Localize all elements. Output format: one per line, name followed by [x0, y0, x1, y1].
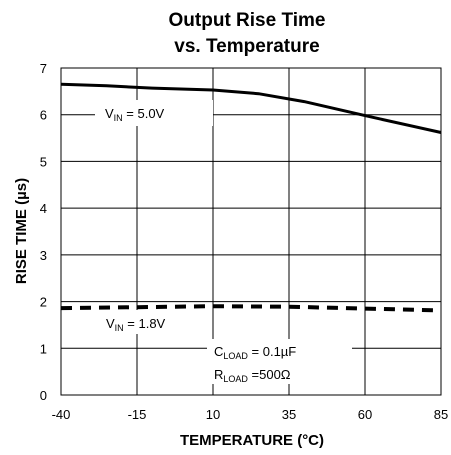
annotation-bg [95, 100, 213, 126]
annotation-rload: RLOAD =500Ω [214, 367, 291, 384]
series-line-dashed [60, 304, 442, 313]
y-tick-label: 3 [40, 248, 47, 263]
x-axis-label: TEMPERATURE (°C) [180, 432, 324, 449]
plot-frame [60, 67, 442, 396]
annotations: VIN = 5.0V VIN = 1.8V CLOAD = 0.1µF RLOAD =… [95, 100, 352, 384]
x-tick-label: -40 [52, 407, 71, 422]
y-tick-label: 1 [40, 341, 47, 356]
y-tick-label: 7 [40, 61, 47, 76]
x-tick-label: 35 [282, 407, 296, 422]
x-tick-label: 60 [358, 407, 372, 422]
annotation-cload: CLOAD = 0.1µF [214, 344, 296, 361]
annotation-vin18: VIN = 1.8V [106, 316, 166, 333]
x-tick-label: 85 [434, 407, 448, 422]
annotation-vin5: VIN = 5.0V [105, 106, 165, 123]
annotation-bg [207, 339, 352, 361]
chart-subtitle: vs. Temperature [174, 36, 319, 57]
x-tick-labels: -40 -15 10 35 60 85 [52, 407, 449, 422]
series-line-solid [60, 82, 442, 134]
chart-title: Output Rise Time [169, 10, 326, 31]
x-tick-label: 10 [206, 407, 220, 422]
y-axis-label: RISE TIME (µs) [13, 178, 30, 284]
y-tick-label: 4 [40, 201, 47, 216]
series-layer [60, 82, 442, 313]
y-tick-label: 6 [40, 108, 47, 123]
y-tick-labels: 0 1 2 3 4 5 6 7 [40, 61, 47, 403]
annotation-bg [207, 361, 352, 384]
annotation-bg [98, 310, 208, 334]
x-tick-label: -15 [128, 407, 147, 422]
y-tick-label: 5 [40, 154, 47, 169]
y-tick-label: 0 [40, 388, 47, 403]
y-tick-label: 2 [40, 295, 47, 310]
